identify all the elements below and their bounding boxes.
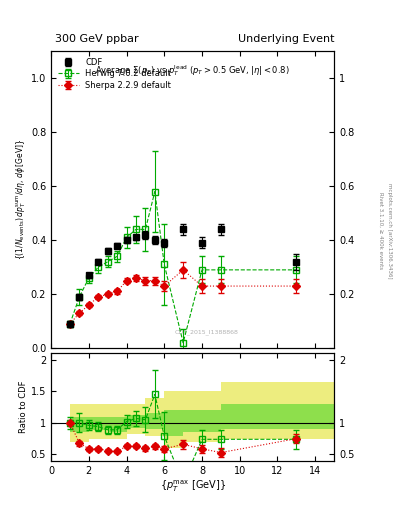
Text: CDF_2015_I1388868: CDF_2015_I1388868 [175,329,239,335]
Text: Underlying Event: Underlying Event [237,33,334,44]
Text: Average $\Sigma(p_T)$ vs $p_T^\mathrm{lead}$ ($p_T > 0.5$ GeV, $|\eta| < 0.8$): Average $\Sigma(p_T)$ vs $p_T^\mathrm{le… [95,63,290,78]
Y-axis label: $\{(1/N_\mathrm{events})\,dp_T^\mathrm{sum}/d\eta,\,d\phi\,[\mathrm{GeV}]\}$: $\{(1/N_\mathrm{events})\,dp_T^\mathrm{s… [15,139,28,260]
Text: 300 GeV ppbar: 300 GeV ppbar [55,33,139,44]
Text: mcplots.cern.ch [arXiv:1306.3436]: mcplots.cern.ch [arXiv:1306.3436] [387,183,391,278]
Legend: CDF, Herwig 7.0.2 default, Sherpa 2.2.9 default: CDF, Herwig 7.0.2 default, Sherpa 2.2.9 … [55,55,174,92]
Y-axis label: Ratio to CDF: Ratio to CDF [19,381,28,433]
X-axis label: $\{p_T^\mathrm{max}\ [\mathrm{GeV}]\}$: $\{p_T^\mathrm{max}\ [\mathrm{GeV}]\}$ [160,478,226,494]
Text: Rivet 3.1.10, ≥ 400k events: Rivet 3.1.10, ≥ 400k events [379,192,384,269]
